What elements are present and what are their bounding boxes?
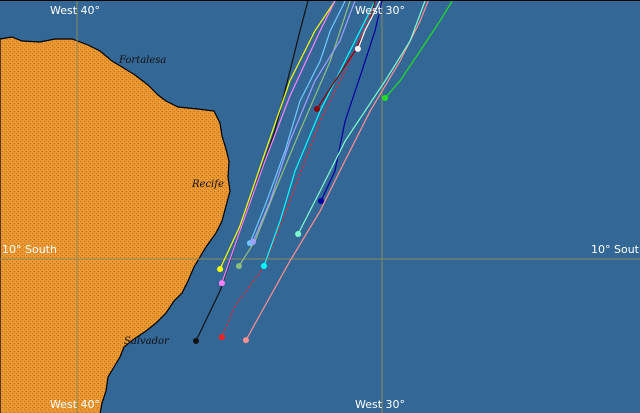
storm-position-marker-9[interactable] xyxy=(260,263,267,270)
city-label-fortalesa: Fortalesa xyxy=(119,55,167,66)
meridian-label-bottom-30w: West 30° xyxy=(355,398,406,411)
storm-position-marker-8[interactable] xyxy=(249,238,256,245)
storm-position-marker-5[interactable] xyxy=(218,280,225,287)
storm-tracks xyxy=(192,1,453,345)
meridian-label-bottom-40w: West 40° xyxy=(50,398,101,411)
storm-track-6[interactable] xyxy=(238,1,351,267)
storm-position-marker-1[interactable] xyxy=(192,338,199,345)
storm-position-marker-14[interactable] xyxy=(382,94,389,101)
storm-track-5[interactable] xyxy=(221,1,336,284)
storm-position-marker-11[interactable] xyxy=(354,45,361,52)
storm-track-13[interactable] xyxy=(297,1,426,235)
meridian-label-top-30w: West 30° xyxy=(355,4,406,17)
city-label-recife: Recife xyxy=(192,179,224,190)
storm-track-3[interactable] xyxy=(245,1,429,341)
city-label-salvador: Salvador xyxy=(124,336,169,347)
storm-position-marker-10[interactable] xyxy=(314,105,321,112)
storm-position-marker-2[interactable] xyxy=(218,334,225,341)
storm-track-9[interactable] xyxy=(263,1,376,267)
storm-track-4[interactable] xyxy=(219,1,336,270)
storm-track-10[interactable] xyxy=(316,1,376,110)
storm-position-marker-4[interactable] xyxy=(217,266,224,273)
land-brazil xyxy=(0,36,231,413)
storm-position-marker-13[interactable] xyxy=(295,230,302,237)
storm-track-11[interactable] xyxy=(357,1,381,50)
storm-track-12[interactable] xyxy=(320,1,383,202)
storm-position-marker-12[interactable] xyxy=(318,198,324,205)
storm-track-8[interactable] xyxy=(252,1,356,243)
parallel-label-right-10s: 10° South xyxy=(591,243,640,256)
storm-position-marker-6[interactable] xyxy=(235,263,242,270)
storm-track-7[interactable] xyxy=(249,1,346,244)
storm-position-marker-3[interactable] xyxy=(242,337,249,344)
storm-track-2[interactable] xyxy=(221,1,376,338)
storm-track-14[interactable] xyxy=(384,1,453,99)
meridian-label-top-40w: West 40° xyxy=(50,4,101,17)
parallel-label-left-10s: 10° South xyxy=(2,243,57,256)
